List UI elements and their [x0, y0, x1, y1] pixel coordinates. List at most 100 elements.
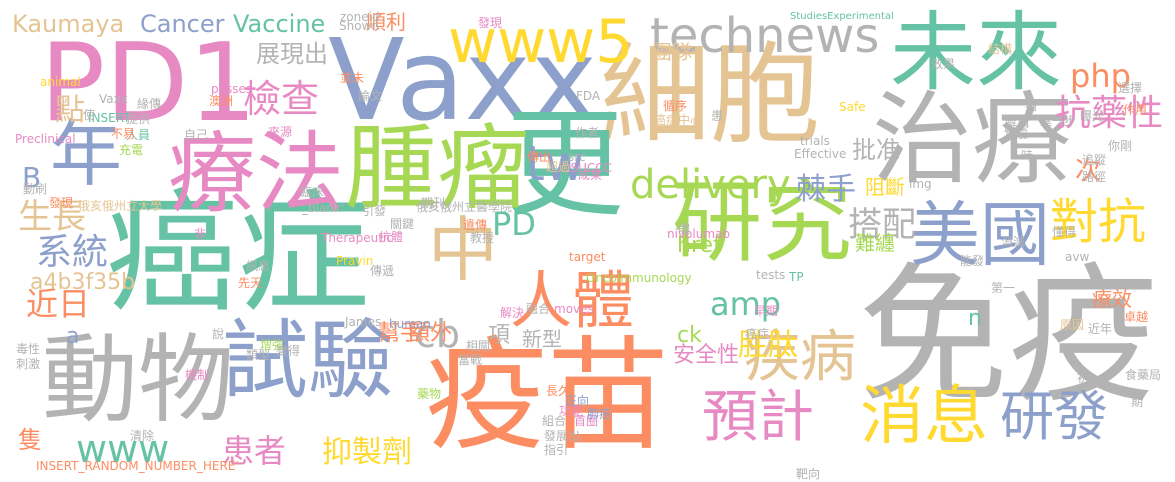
cloud-word: 未來	[890, 3, 1062, 103]
cloud-word: 充電	[119, 143, 144, 157]
cloud-word: Vaxx	[328, 16, 598, 146]
cloud-word: human	[389, 317, 431, 331]
cloud-word: 預計	[702, 385, 814, 450]
cloud-word: 非	[194, 227, 207, 241]
cloud-word: src	[568, 150, 586, 164]
cloud-word: 順利	[366, 10, 406, 34]
cloud-word: 關鍵	[390, 217, 415, 231]
cloud-word: TP	[789, 270, 804, 284]
cloud-word: 近日	[26, 285, 91, 323]
cloud-word: 引發	[362, 204, 387, 218]
cloud-word: 近年	[1088, 322, 1113, 336]
cloud-word: 療效	[1092, 287, 1132, 311]
cloud-word: 生長	[18, 197, 86, 237]
cloud-word: 抗藥性	[1055, 93, 1164, 134]
cloud-word: 融合	[526, 302, 551, 316]
cloud-word: 來源	[268, 125, 293, 139]
cloud-word: 患	[711, 109, 724, 123]
cloud-word: 成果	[578, 168, 603, 182]
cloud-word: 相關	[466, 339, 491, 353]
cloud-word: tests	[756, 268, 786, 282]
cloud-word: James	[345, 315, 382, 329]
cloud-word: 隻	[18, 426, 42, 454]
cloud-word: 胜肽	[738, 328, 798, 363]
cloud-word: 首圈	[574, 414, 599, 428]
cloud-word: FDA	[576, 89, 601, 103]
cloud-word: 搭配	[848, 205, 916, 245]
cloud-word: 超過	[546, 160, 571, 174]
cloud-word: 人員	[126, 128, 151, 142]
cloud-word: 期	[1131, 395, 1144, 409]
cloud-word: target	[569, 250, 606, 264]
cloud-word: 項	[488, 323, 511, 348]
cloud-word: ck	[677, 323, 702, 348]
cloud-word: Pravin	[336, 254, 374, 268]
cloud-word: 類型	[246, 348, 271, 362]
cloud-word: 抗體	[379, 230, 404, 244]
cloud-word: 發現	[49, 196, 74, 210]
cloud-word: 抑製劑	[322, 435, 412, 470]
cloud-word: moves	[554, 302, 594, 316]
cloud-word: Cancer	[140, 10, 225, 38]
cloud-word: 路徑	[1082, 170, 1107, 184]
cloud-word: 消滅	[1001, 235, 1026, 249]
cloud-word: 功能	[559, 404, 584, 418]
cloud-word: 年	[50, 112, 123, 196]
cloud-word: 能發	[960, 254, 985, 268]
cloud-word: 早期	[754, 304, 779, 318]
cloud-word: trials	[800, 134, 830, 148]
cloud-word: a	[66, 324, 80, 349]
cloud-word: 疫苗	[425, 325, 669, 467]
cloud-word: Vaxx	[99, 92, 128, 106]
cloud-word: 增強	[260, 338, 285, 352]
cloud-word: Oncoimmunology	[586, 271, 692, 285]
cloud-word: 指引	[544, 443, 569, 457]
cloud-word: 自己	[184, 128, 209, 142]
cloud-word: 組合	[542, 414, 567, 428]
cloud-word: www	[76, 427, 170, 471]
cloud-word: 幫手	[378, 321, 423, 346]
cloud-word: 正向	[565, 394, 590, 408]
cloud-word: 澳洲	[209, 94, 234, 108]
cloud-word: 靶向	[796, 467, 821, 481]
cloud-word: 額外	[408, 321, 453, 346]
cloud-word: INSERT	[88, 111, 131, 125]
cloud-word: 棘手	[796, 172, 856, 207]
cloud-word: 先天	[238, 276, 263, 290]
cloud-word: 腫瘤	[345, 115, 530, 222]
cloud-word: 你剛	[1108, 139, 1133, 153]
cloud-word: 結構	[988, 42, 1013, 56]
cloud-word: 循序	[663, 99, 688, 113]
cloud-word: 系統	[36, 232, 109, 273]
cloud-word: 療法	[168, 122, 345, 225]
cloud-word: 阻斷	[865, 175, 905, 199]
cloud-word: 第一	[991, 281, 1016, 295]
cloud-word: 教授	[470, 231, 495, 245]
cloud-word: 變得	[276, 344, 301, 358]
cloud-word: 藥物	[417, 387, 442, 401]
cloud-word: 卓越	[1124, 310, 1149, 324]
cloud-word: 疾病	[744, 325, 856, 390]
cloud-word: href	[677, 233, 721, 258]
cloud-word: 初	[1077, 371, 1090, 385]
cloud-word: 說	[212, 327, 225, 341]
cloud-word: 癌症中心	[654, 113, 703, 127]
cloud-word: 訊息	[246, 259, 271, 273]
cloud-word: Effective	[794, 147, 847, 161]
cloud-word: 效果	[931, 57, 956, 71]
cloud-word: PD1	[40, 21, 258, 146]
cloud-word: 提供	[126, 112, 151, 126]
cloud-word: _blank'	[302, 201, 345, 215]
cloud-word: 點	[55, 93, 85, 128]
cloud-word: 發現	[478, 16, 503, 30]
cloud-word: 批准	[852, 136, 900, 164]
cloud-word: 研究	[672, 170, 852, 275]
cloud-word: 原因	[1060, 318, 1085, 332]
cloud-word: Kaumaya	[12, 10, 125, 38]
cloud-word: 解構	[1005, 116, 1030, 130]
cloud-word: 懂得	[1052, 225, 1077, 239]
cloud-word: img	[909, 177, 932, 191]
cloud-word: Safe	[839, 100, 866, 114]
cloud-word: 免疫	[858, 250, 1159, 424]
